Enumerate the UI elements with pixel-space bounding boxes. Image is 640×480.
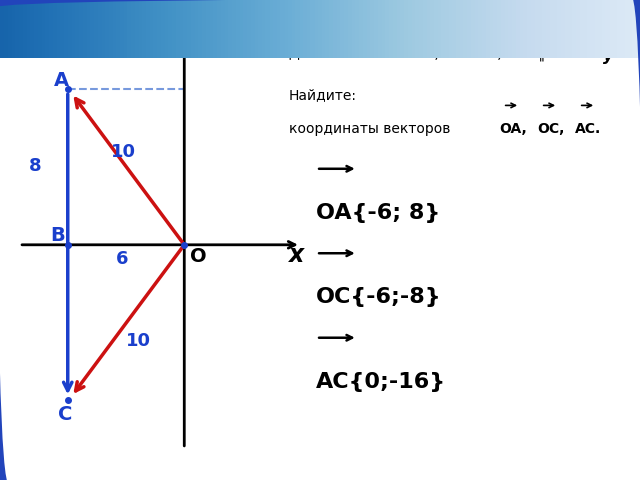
Text: OC,: OC,: [538, 122, 564, 136]
Text: 6: 6: [116, 250, 129, 268]
Text: AC.: AC.: [575, 122, 602, 136]
Text: y: y: [185, 24, 203, 53]
Text: Найдите:: Найдите:: [289, 88, 356, 103]
Text: AC{0;-16}: AC{0;-16}: [316, 372, 446, 392]
Text: OA{-6; 8}: OA{-6; 8}: [316, 203, 440, 223]
Text: y: y: [603, 46, 614, 64]
Text: 10: 10: [126, 332, 151, 350]
Text: x: x: [289, 243, 305, 267]
Text: OA,: OA,: [499, 122, 527, 136]
Text: B: B: [51, 226, 65, 245]
Text: 8: 8: [29, 157, 42, 175]
Text: 10: 10: [111, 144, 136, 161]
Text: C: C: [58, 405, 72, 423]
Text: O: O: [190, 247, 207, 266]
Text: .: .: [603, 46, 609, 64]
Text: A: A: [54, 71, 69, 90]
Text: координаты векторов: координаты векторов: [289, 122, 450, 136]
Text: Дано: ОА = ОС = 10,   ОВ =6,   СА ‖О: Дано: ОА = ОС = 10, ОВ =6, СА ‖О: [289, 46, 556, 61]
Text: OC{-6;-8}: OC{-6;-8}: [316, 287, 442, 307]
